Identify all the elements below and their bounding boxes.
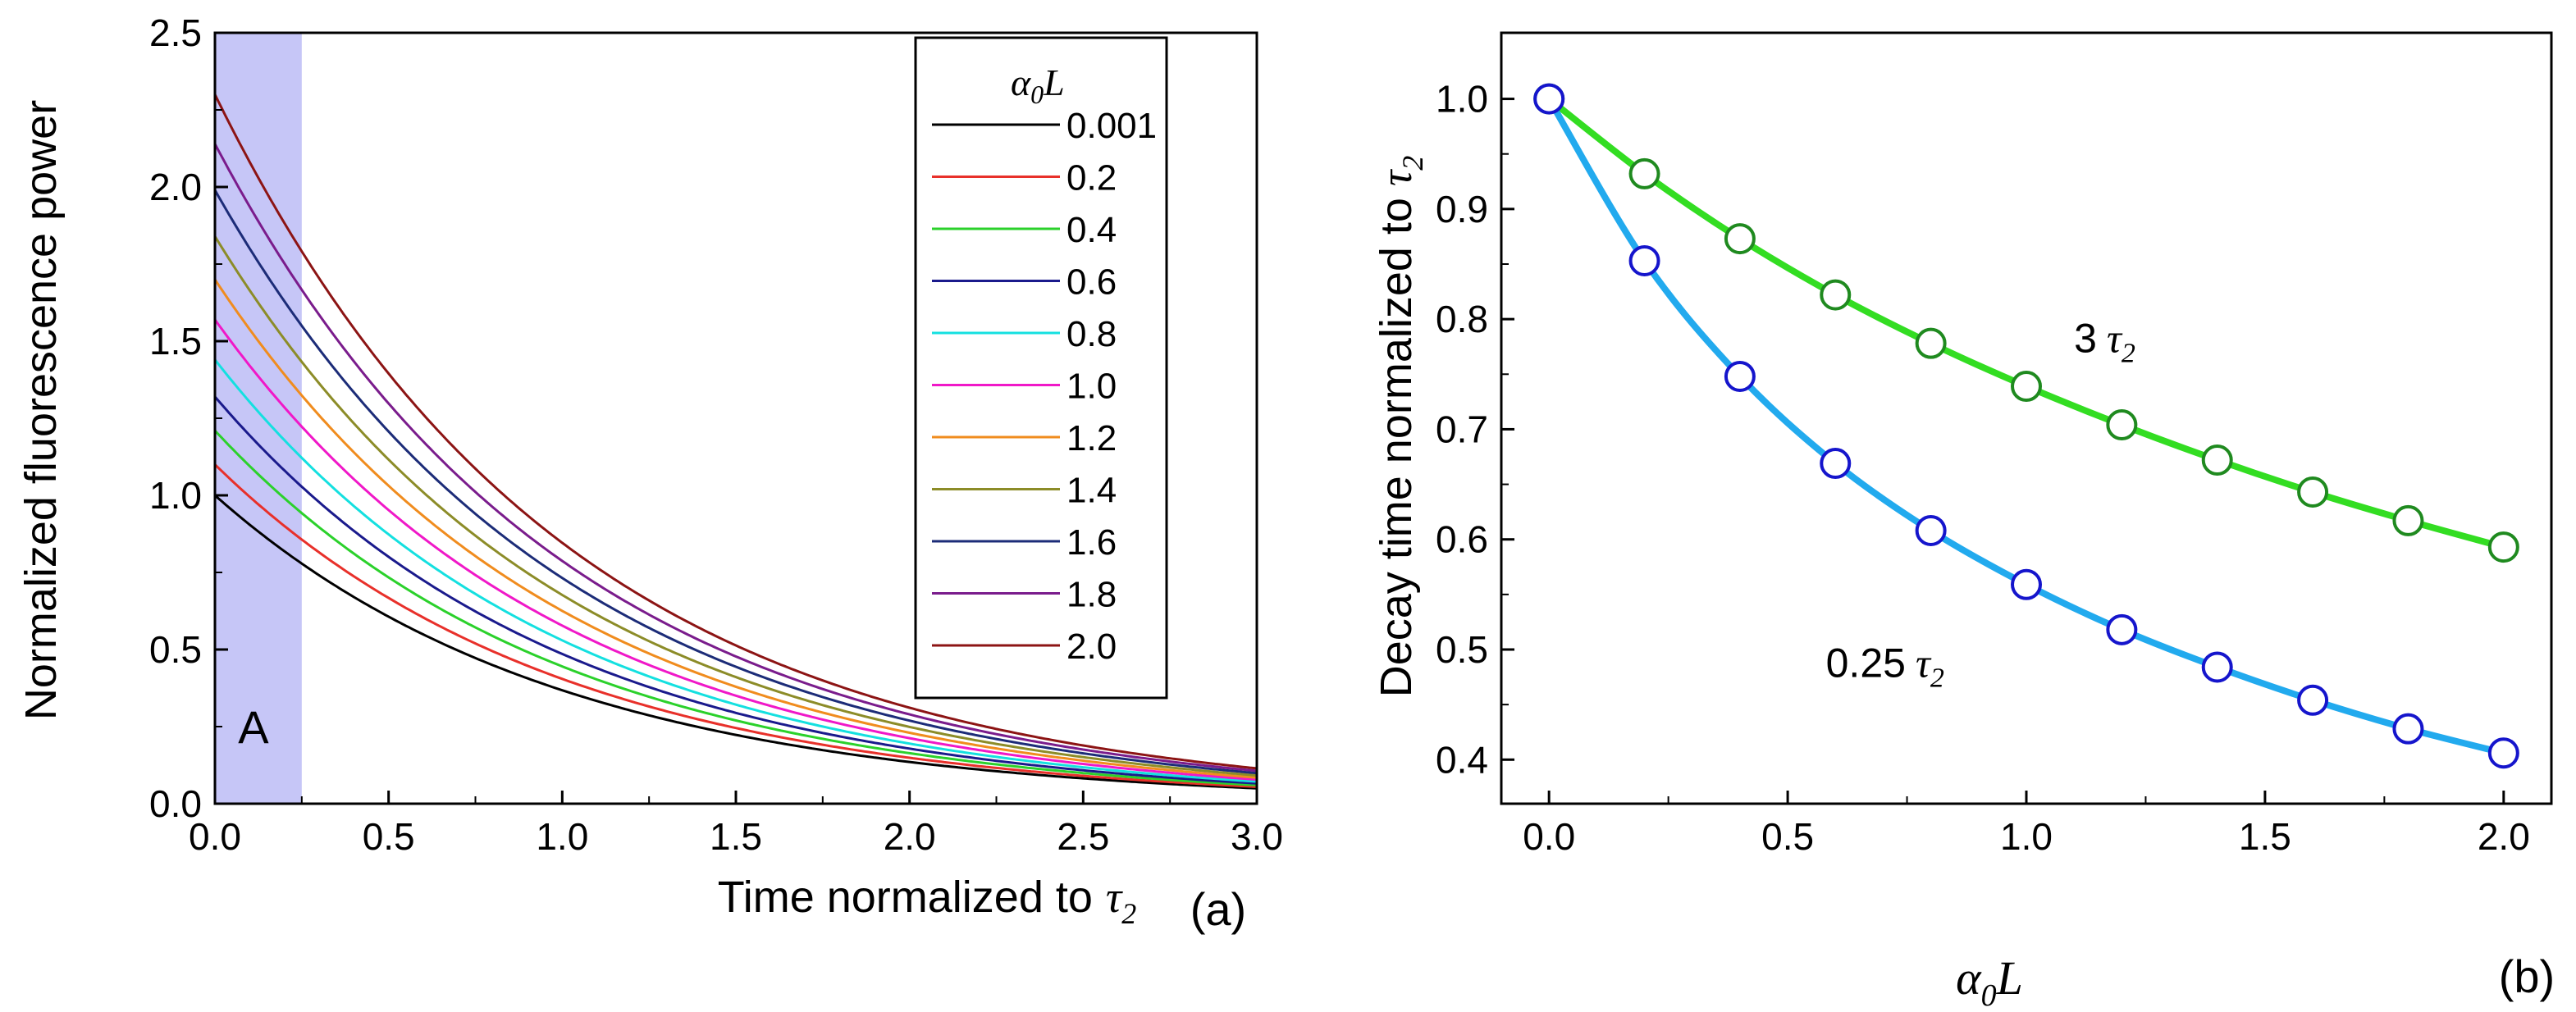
plot-frame-b <box>1500 31 2553 805</box>
panel-label-a: (a) <box>1190 883 1246 935</box>
decay-curve-1.0 <box>213 318 1258 782</box>
decay-curve-1.4 <box>213 235 1258 777</box>
data-point <box>1628 244 1660 276</box>
decay-curve-1.8 <box>213 143 1258 773</box>
legend-items: 0.001 0.2 0.4 0.6 0.8 1.0 1.2 1.4 1.6 1.8 2.0 <box>932 106 1157 667</box>
data-point <box>1915 327 1947 359</box>
y-tick-label-b: 1.0 <box>1436 78 1488 121</box>
y-axis-label-a: Normalized fluorescence power <box>16 100 66 720</box>
data-point <box>2201 651 2233 683</box>
y-tick-label-b: 0.7 <box>1436 408 1488 450</box>
data-point <box>2201 444 2233 476</box>
data-point <box>1820 279 1852 311</box>
y-tick-label-b: 0.5 <box>1436 628 1488 671</box>
panel-b: 0.0 0.5 1.0 1.5 2.0 0.4 0.5 0.6 0.7 0.8 0.9 1.0 3 τ2… <box>1372 31 2555 1012</box>
y-tick-label-a: 0.5 <box>149 628 202 671</box>
axis-ticks-b: 0.0 0.5 1.0 1.5 2.0 0.4 0.5 0.6 0.7 0.8 0.9 1.0 <box>1436 78 2530 858</box>
decay-curve-1.2 <box>213 278 1258 779</box>
legend-title: α0L <box>1011 62 1065 109</box>
series-label-025tau2: 0.25 τ2 <box>1826 640 1944 694</box>
data-point <box>2106 409 2138 441</box>
panel-label-b: (b) <box>2499 950 2555 1002</box>
y-tick-label-a: 2.5 <box>149 11 202 54</box>
legend-label: 0.6 <box>1066 262 1117 303</box>
data-point <box>1724 223 1756 255</box>
legend-label: 1.4 <box>1066 471 1117 511</box>
decay-curve-0.4 <box>213 429 1258 786</box>
x-tick-label-b: 1.5 <box>2239 815 2291 858</box>
data-point <box>1915 514 1947 546</box>
axis-ticks-a: 0.0 0.5 1.0 1.5 2.0 2.5 3.0 0.0 0.5 1.0 1.5 2.0 2.5 <box>149 11 1283 858</box>
y-tick-label-b: 0.9 <box>1436 188 1488 230</box>
legend-box <box>914 36 1168 700</box>
x-tick-label-b: 0.0 <box>1523 815 1575 858</box>
legend-label: 1.6 <box>1066 522 1117 563</box>
legend-label: 0.4 <box>1066 210 1117 250</box>
x-tick-label-a: 0.0 <box>189 815 241 858</box>
data-point <box>1533 83 1565 115</box>
data-point <box>2487 737 2519 769</box>
decay-curve-0.2 <box>213 463 1258 788</box>
y-tick-label-a: 2.0 <box>149 166 202 208</box>
decay-curve-0.6 <box>213 395 1258 785</box>
legend-label: 2.0 <box>1066 627 1117 667</box>
x-tick-label-a: 2.5 <box>1057 815 1109 858</box>
series-line-025tau2 <box>1546 97 2505 757</box>
legend-label: 0.2 <box>1066 158 1117 198</box>
x-tick-label-a: 0.5 <box>363 815 415 858</box>
legend-label: 1.2 <box>1066 418 1117 458</box>
data-point <box>2392 504 2424 536</box>
y-tick-label-b: 0.6 <box>1436 518 1488 561</box>
x-tick-label-a: 1.0 <box>536 815 588 858</box>
legend-label: 0.8 <box>1066 314 1117 354</box>
data-point <box>2106 613 2138 645</box>
y-tick-label-a: 1.5 <box>149 320 202 362</box>
data-point <box>2011 371 2042 403</box>
data-point <box>2011 568 2042 600</box>
data-point <box>2487 531 2519 563</box>
data-point <box>2297 476 2329 508</box>
legend-label: 1.8 <box>1066 575 1117 615</box>
x-tick-label-a: 2.0 <box>884 815 936 858</box>
x-axis-label-a: Time normalized to τ2 <box>718 873 1136 930</box>
y-tick-label-b: 0.4 <box>1436 738 1488 781</box>
panel-a: A 0.0 0.5 1.0 1.5 2.0 2.5 3.0 0.0 0.5 1.0 1.5 2.0 2.… <box>16 11 1283 935</box>
shaded-region-a <box>215 33 302 804</box>
legend-label: 1.0 <box>1066 367 1117 407</box>
x-tick-label-b: 1.0 <box>2000 815 2053 858</box>
decay-time-series <box>1533 83 2519 769</box>
legend-label: 0.001 <box>1066 106 1157 146</box>
decay-curve-1.6 <box>213 189 1258 775</box>
x-tick-label-b: 0.5 <box>1761 815 1814 858</box>
x-tick-label-a: 3.0 <box>1231 815 1283 858</box>
data-point <box>2297 684 2329 716</box>
decay-curve-2.0 <box>213 93 1258 770</box>
shaded-region-label: A <box>238 701 269 753</box>
y-tick-label-a: 0.0 <box>149 782 202 825</box>
y-tick-label-a: 1.0 <box>149 474 202 517</box>
decay-curves <box>213 93 1258 790</box>
series-label-3tau2: 3 τ2 <box>2074 315 2135 368</box>
x-tick-label-a: 1.5 <box>710 815 762 858</box>
data-point <box>1628 157 1660 189</box>
decay-curve-0.001 <box>214 494 1258 790</box>
data-point <box>1820 448 1852 480</box>
legend: α0L 0.001 0.2 0.4 0.6 0.8 1.0 1.2 1.4 1.6 1.8 2.0 <box>914 36 1168 700</box>
x-axis-label-b: α0L <box>1956 951 2023 1012</box>
data-point <box>1724 360 1756 392</box>
decay-curve-0.8 <box>213 358 1258 783</box>
y-tick-label-b: 0.8 <box>1436 298 1488 340</box>
x-tick-label-b: 2.0 <box>2478 815 2530 858</box>
y-axis-label-b: Decay time normalized toτ2 <box>1372 156 1429 698</box>
data-point <box>2392 713 2424 745</box>
